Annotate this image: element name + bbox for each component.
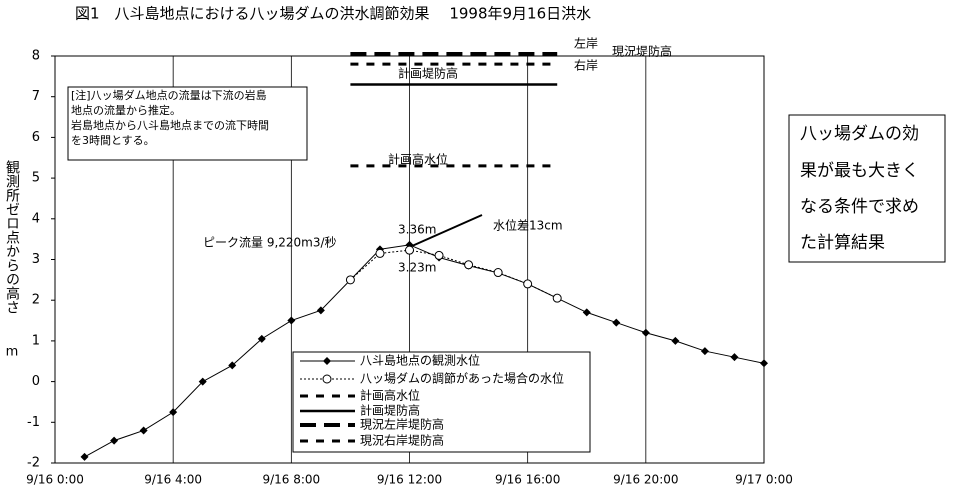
legend-label: 計画堤防高 — [360, 403, 420, 418]
point — [375, 248, 385, 258]
annotation: 3.23m — [398, 261, 436, 275]
y-tick-label: -1 — [27, 415, 40, 430]
x-tick-label: 9/16 12:00 — [377, 473, 442, 487]
point — [169, 408, 178, 417]
y-tick-label: 8 — [32, 49, 40, 64]
x-tick-label: 9/16 16:00 — [495, 473, 560, 487]
y-axis-unit: m — [6, 345, 19, 360]
point — [582, 308, 591, 317]
point — [434, 250, 444, 260]
point — [730, 353, 739, 362]
legend-marker — [323, 357, 331, 365]
note-box — [67, 86, 308, 161]
point — [464, 260, 474, 270]
point — [110, 436, 119, 445]
callout-line: た計算結果 — [800, 233, 885, 253]
point — [198, 377, 207, 386]
point — [228, 361, 237, 370]
y-tick-label: 2 — [32, 293, 40, 308]
legend-label: 八ッ場ダムの調節があった場合の水位 — [360, 371, 564, 386]
point — [287, 316, 296, 325]
legend-marker — [322, 374, 332, 384]
note-line: [注]八ッ場ダム地点の流量は下流の岩島 — [71, 88, 267, 102]
point — [316, 306, 325, 315]
y-tick-label: 6 — [32, 130, 40, 145]
callout-box — [788, 114, 946, 263]
note-line: 岩島地点から八斗島地点までの流下時間 — [71, 118, 269, 132]
annotation: 3.36m — [398, 223, 436, 237]
legend-label: 現況左岸堤防高 — [360, 417, 444, 432]
point — [493, 268, 503, 278]
callout-line: 果が最も大きく — [800, 161, 919, 181]
note-line: を3時間とする。 — [71, 134, 155, 147]
y-tick-label: 5 — [32, 171, 40, 186]
point — [760, 359, 768, 368]
annotation: 右岸 — [574, 58, 598, 73]
x-tick-label: 9/16 20:00 — [613, 473, 678, 487]
annotation: 現況堤防高 — [612, 44, 672, 59]
point — [612, 318, 621, 327]
chart-title: 図1 八斗島地点における八ッ場ダムの洪水調節効果 1998年9月16日洪水 — [75, 5, 591, 23]
legend-label: 現況右岸堤防高 — [360, 433, 444, 448]
legend-label: 計画高水位 — [360, 388, 420, 403]
y-tick-label: 0 — [32, 374, 40, 389]
y-tick-label: 4 — [32, 211, 40, 226]
annotation: 左岸 — [574, 36, 598, 51]
annotation-arrow — [411, 214, 483, 247]
point — [257, 334, 266, 343]
series-line — [84, 244, 765, 458]
point — [671, 336, 680, 345]
point — [405, 245, 414, 255]
legend-label: 八斗島地点の観測水位 — [360, 353, 480, 368]
note-line: 地点の流量から推定。 — [71, 103, 181, 117]
y-tick-label: 3 — [32, 252, 40, 267]
y-tick-label: -2 — [27, 456, 40, 471]
x-tick-label: 9/17 0:00 — [735, 473, 793, 487]
point — [345, 275, 355, 285]
x-tick-label: 9/16 8:00 — [262, 473, 320, 487]
y-tick-label: 1 — [32, 333, 40, 348]
x-tick-label: 9/16 0:00 — [26, 473, 84, 487]
legend — [292, 351, 591, 453]
annotation: 水位差13cm — [493, 218, 563, 233]
x-tick-label: 9/16 4:00 — [144, 473, 202, 487]
point — [552, 293, 562, 303]
series-line — [350, 249, 558, 299]
y-axis-label: 観測所ゼロ点からの高さ — [4, 159, 20, 314]
y-tick-label: 7 — [32, 89, 40, 104]
callout-line: なる条件で求め — [800, 197, 919, 217]
point — [139, 426, 148, 435]
annotation: 計画高水位 — [388, 152, 448, 167]
annotation: 計画堤防高 — [398, 66, 458, 81]
point — [700, 347, 709, 356]
point — [641, 328, 650, 337]
annotation: ピーク流量 9,220m3/秒 — [203, 236, 337, 250]
point — [80, 452, 89, 461]
callout-line: 八ッ場ダムの効 — [800, 124, 919, 144]
point — [523, 279, 533, 289]
